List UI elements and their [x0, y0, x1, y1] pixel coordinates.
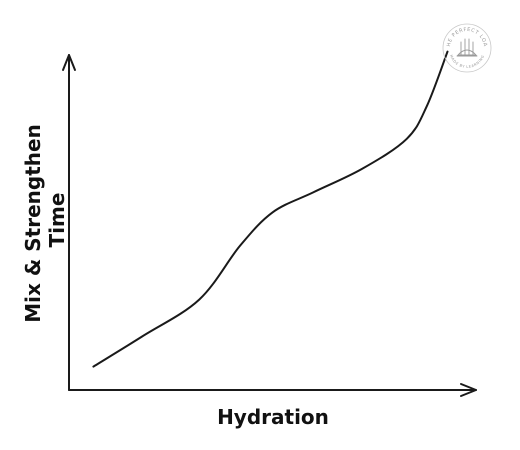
series-layer: [92, 50, 449, 368]
x-axis-arrow: [460, 383, 477, 397]
y-axis-title: Mix & Strengthen Time: [21, 117, 69, 323]
wheat-bread-icon: [456, 38, 478, 57]
y-axis-arrow: [62, 54, 76, 71]
y-axis-title-line-2: Time: [45, 193, 69, 248]
y-axis-title-line-1: Mix & Strengthen: [21, 124, 45, 323]
series-line-0: [92, 50, 449, 368]
axes: [62, 54, 477, 397]
logo-ring: [442, 23, 492, 73]
x-axis-title: Hydration: [217, 405, 329, 429]
brand-logo: THE PERFECT LOAF MADE BY LEARNING: [442, 23, 492, 73]
logo-ring-text: THE PERFECT LOAF: [446, 27, 488, 50]
